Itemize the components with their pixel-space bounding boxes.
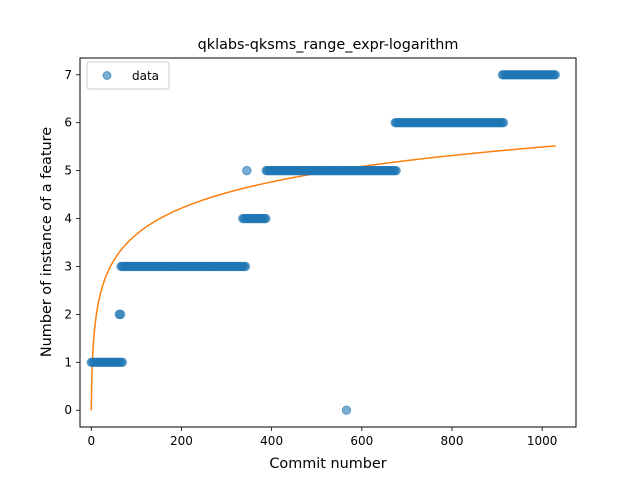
data-points-layer [86,70,560,415]
legend-frame [86,61,170,90]
x-tick-label: 0 [87,434,95,448]
x-axis-label: Commit number [269,456,386,472]
x-tick-label: 600 [350,434,373,448]
y-tick-label: 5 [64,164,72,178]
axes: 0 200 400 600 800 1000 0 1 2 3 4 5 6 7 [64,57,577,448]
fit-curve-line [90,145,556,411]
y-tick-label: 1 [64,355,72,369]
x-tick-label: 400 [260,434,283,448]
y-tick-label: 2 [64,307,72,321]
y-tick-label: 6 [64,116,72,130]
data-point [115,309,126,320]
x-tick-label: 1000 [527,434,558,448]
y-tick-label: 3 [64,259,72,273]
data-point [117,357,128,368]
chart-title: qklabs-qksms_range_expr-logarithm [198,37,459,53]
data-point [498,117,509,128]
data-point [240,261,251,272]
y-axis-label: Number of instance of a feature [39,127,55,357]
legend-data-marker [102,71,112,80]
data-point [550,70,560,80]
plot-frame [79,57,577,428]
x-tick-label: 800 [441,434,464,448]
y-tick-label: 0 [64,403,72,417]
data-point [261,213,271,224]
plot-background [80,58,576,427]
legend-data-label: data [132,69,159,83]
y-tick-label: 7 [64,68,72,82]
data-point [242,165,252,176]
plot-area [80,58,576,427]
legend: data [86,61,170,90]
y-tick-label: 4 [64,212,72,226]
fit-curve-layer [90,145,556,411]
data-point [391,165,401,176]
data-point [341,405,352,415]
x-tick-label: 200 [170,434,193,448]
